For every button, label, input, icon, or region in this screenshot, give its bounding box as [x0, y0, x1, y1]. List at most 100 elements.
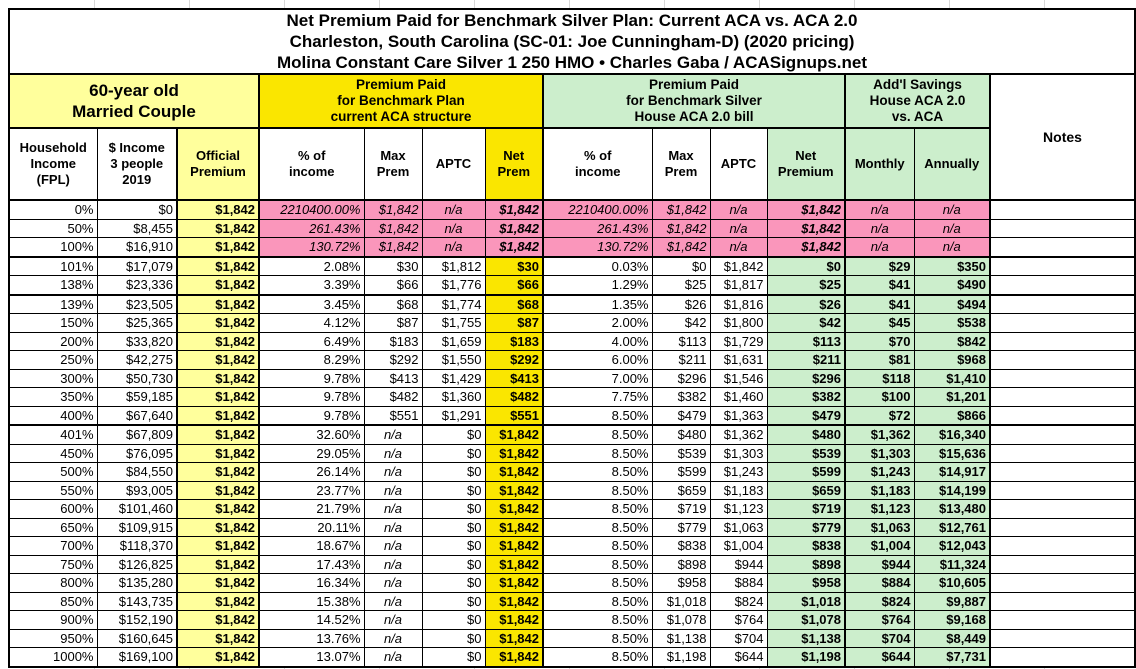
cell-aca2-net-premium: $719: [766, 499, 846, 519]
cell-aca-max-prem: $68: [363, 294, 423, 314]
cell-official-premium: $1,842: [176, 499, 260, 519]
cell-official-premium: $1,842: [176, 517, 260, 537]
cell-aca-max-prem: n/a: [363, 610, 423, 630]
cell-aca-max-prem: $1,842: [363, 199, 423, 220]
cell-aca-aptc: $0: [421, 628, 486, 648]
cell-official-premium: $1,842: [176, 591, 260, 611]
cell-savings-annually: $10,605: [913, 573, 991, 593]
cell-aca-aptc: $1,550: [421, 350, 486, 370]
cell-savings-annually: $13,480: [913, 499, 991, 519]
cell-aca2-net-premium: $1,078: [766, 610, 846, 630]
cell-aca2-aptc: $1,303: [709, 443, 768, 463]
cell-official-premium: $1,842: [176, 368, 260, 388]
cell-aca2-net-premium: $25: [766, 275, 846, 296]
cell-income: $169,100: [96, 647, 178, 668]
cell-aca2-max-prem: $539: [651, 443, 711, 463]
cell-fpl: 550%: [8, 480, 98, 500]
cell-fpl: 650%: [8, 517, 98, 537]
section-header-row: 60-year old Married Couple Premium Paid …: [8, 73, 1136, 201]
cell-aca2-max-prem: $1,138: [651, 628, 711, 648]
cell-aca2-aptc: $764: [709, 610, 768, 630]
section-profile: 60-year old Married Couple: [8, 73, 260, 129]
cell-aca-net-prem: $1,842: [484, 573, 544, 593]
cell-aca-net-prem: $292: [484, 350, 544, 370]
table-row: 138% $23,336 $1,842 3.39% $66 $1,776 $66 1.29% $…: [8, 275, 1136, 296]
cell-aca-pct-income: 130.72%: [258, 237, 365, 258]
cell-savings-annually: $12,043: [913, 536, 991, 556]
cell-income: $101,460: [96, 499, 178, 519]
cell-income: $50,730: [96, 368, 178, 388]
cell-official-premium: $1,842: [176, 536, 260, 556]
cell-aca-aptc: $0: [421, 591, 486, 611]
cell-aca2-max-prem: $0: [651, 256, 711, 276]
cell-aca2-max-prem: $480: [651, 424, 711, 445]
page-title: Net Premium Paid for Benchmark Silver Pl…: [8, 8, 1136, 75]
cell-aca2-net-premium: $958: [766, 573, 846, 593]
cell-aca2-pct-income: 0.03%: [542, 256, 653, 276]
cell-savings-monthly: n/a: [844, 199, 915, 220]
cell-fpl: 101%: [8, 256, 98, 276]
cell-income: $17,079: [96, 256, 178, 276]
cell-savings-annually: n/a: [913, 237, 991, 258]
cell-savings-annually: $14,199: [913, 480, 991, 500]
cell-aca2-pct-income: 6.00%: [542, 350, 653, 370]
cell-notes: [989, 387, 1136, 407]
cell-aca2-aptc: $1,363: [709, 405, 768, 426]
cell-aca-max-prem: $30: [363, 256, 423, 276]
cell-official-premium: $1,842: [176, 294, 260, 314]
cell-aca-net-prem: $1,842: [484, 199, 544, 220]
cell-savings-annually: $12,761: [913, 517, 991, 537]
table-row: 850% $143,735 $1,842 15.38% n/a $0 $1,842 8.50%…: [8, 591, 1136, 611]
cell-notes: [989, 275, 1136, 296]
cell-income: $76,095: [96, 443, 178, 463]
cell-savings-monthly: $41: [844, 294, 915, 314]
cell-aca-pct-income: 4.12%: [258, 313, 365, 333]
table-row: 700% $118,370 $1,842 18.67% n/a $0 $1,842 8.50%…: [8, 536, 1136, 556]
section-addl-savings: Add'l Savings House ACA 2.0 vs. ACA: [844, 73, 991, 129]
cell-aca-max-prem: n/a: [363, 647, 423, 668]
cell-savings-monthly: $884: [844, 573, 915, 593]
cell-aca2-net-premium: $1,018: [766, 591, 846, 611]
cell-fpl: 300%: [8, 368, 98, 388]
cell-aca2-max-prem: $1,842: [651, 237, 711, 258]
cell-aca2-pct-income: 8.50%: [542, 628, 653, 648]
cell-aca2-aptc: $1,816: [709, 294, 768, 314]
cell-aca-max-prem: $1,842: [363, 218, 423, 238]
table-row: 450% $76,095 $1,842 29.05% n/a $0 $1,842 8.50% $…: [8, 443, 1136, 463]
cell-savings-monthly: $644: [844, 647, 915, 668]
cell-income: $67,640: [96, 405, 178, 426]
cell-aca-net-prem: $1,842: [484, 610, 544, 630]
cell-official-premium: $1,842: [176, 275, 260, 296]
cell-aca2-max-prem: $779: [651, 517, 711, 537]
cell-aca2-net-premium: $898: [766, 554, 846, 574]
cell-fpl: 950%: [8, 628, 98, 648]
cell-official-premium: $1,842: [176, 387, 260, 407]
cell-aca-net-prem: $1,842: [484, 218, 544, 238]
cell-fpl: 750%: [8, 554, 98, 574]
cell-aca2-pct-income: 261.43%: [542, 218, 653, 238]
cell-aca-max-prem: n/a: [363, 499, 423, 519]
cell-aca-pct-income: 9.78%: [258, 405, 365, 426]
cell-aca2-pct-income: 8.50%: [542, 480, 653, 500]
cell-fpl: 401%: [8, 424, 98, 445]
cell-aca-aptc: n/a: [421, 218, 486, 238]
cell-aca2-net-premium: $382: [766, 387, 846, 407]
cell-aca-net-prem: $68: [484, 294, 544, 314]
cell-fpl: 350%: [8, 387, 98, 407]
cell-aca-pct-income: 26.14%: [258, 462, 365, 482]
cell-aca-net-prem: $1,842: [484, 554, 544, 574]
cell-savings-annually: $14,917: [913, 462, 991, 482]
cell-aca2-net-premium: $779: [766, 517, 846, 537]
table-row: 650% $109,915 $1,842 20.11% n/a $0 $1,842 8.50%…: [8, 517, 1136, 537]
cell-official-premium: $1,842: [176, 647, 260, 668]
cell-income: $23,505: [96, 294, 178, 314]
cell-aca2-net-premium: $1,842: [766, 199, 846, 220]
cell-savings-annually: $16,340: [913, 424, 991, 445]
column-header-income: $ Income 3 people 2019: [96, 127, 178, 201]
cell-savings-monthly: n/a: [844, 218, 915, 238]
column-header-aca-aptc: APTC: [421, 127, 486, 201]
cell-aca2-aptc: $1,817: [709, 275, 768, 296]
cell-aca-pct-income: 6.49%: [258, 331, 365, 351]
column-header-monthly: Monthly: [844, 127, 915, 201]
cell-income: $126,825: [96, 554, 178, 574]
